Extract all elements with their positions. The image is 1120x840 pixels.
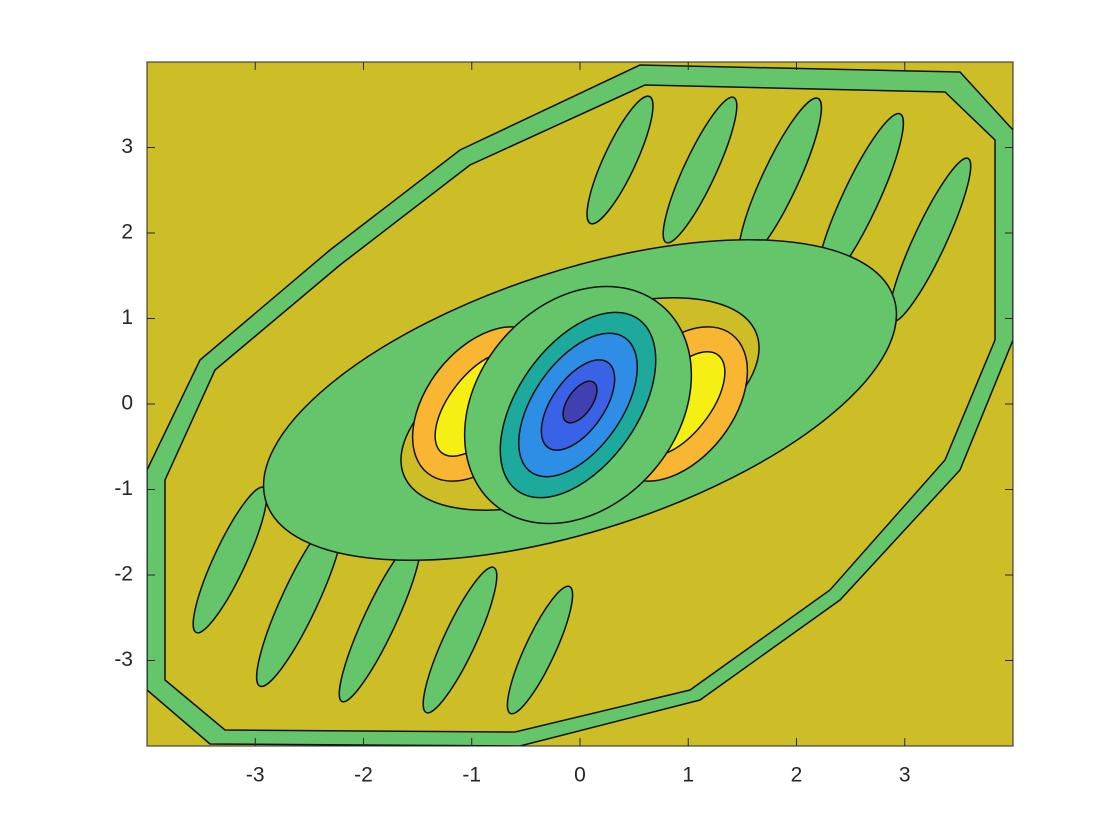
y-tick-label: -3 (114, 648, 133, 671)
x-tick-label: 0 (574, 764, 586, 787)
center-min (562, 380, 598, 424)
y-tick-label: 1 (121, 306, 133, 329)
x-tick-label: 2 (791, 764, 803, 787)
y-tick-label: -1 (114, 477, 133, 500)
contour-field (147, 62, 1013, 746)
stripes (192, 95, 972, 715)
x-tick-label: -1 (462, 764, 481, 787)
x-tick-label: -3 (246, 764, 265, 787)
y-tick-label: 2 (121, 221, 133, 244)
x-tick-label: 3 (899, 764, 911, 787)
y-tick-label: 3 (121, 135, 133, 158)
ticks: -3 -2 -1 0 1 2 3 -3 -2 -1 0 1 2 3 (114, 62, 1013, 787)
y-tick-label: 0 (121, 392, 133, 415)
x-tick-label: -2 (354, 764, 373, 787)
y-tick-label: -2 (114, 563, 133, 586)
x-tick-label: 1 (682, 764, 694, 787)
